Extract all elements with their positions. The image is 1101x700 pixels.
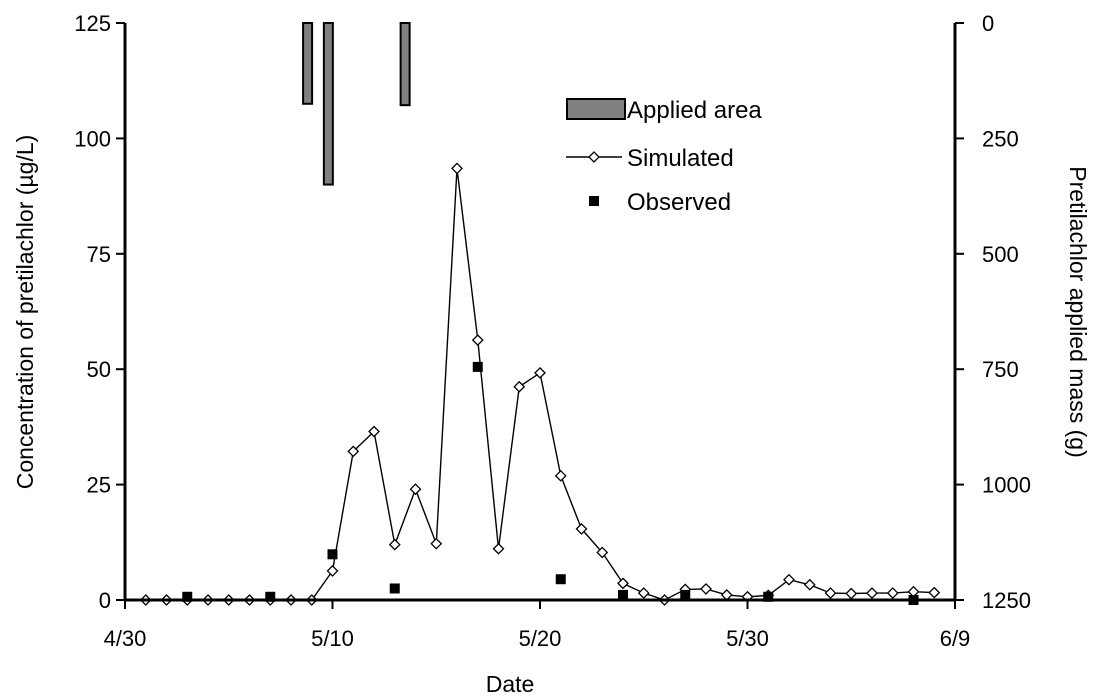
observed-series: [182, 361, 919, 605]
left-tick-label: 50: [87, 357, 111, 382]
left-axis-title: Concentration of pretilachlor (µg/L): [12, 135, 38, 490]
simulated-point: [617, 577, 629, 590]
legend-swatch-observed: [589, 196, 599, 206]
x-tick-label: 5/30: [726, 626, 769, 651]
simulated-point: [783, 573, 795, 586]
simulated-line: [145, 168, 935, 601]
observed-point: [389, 583, 400, 594]
left-tick-label: 125: [74, 11, 111, 36]
simulated-point: [430, 537, 443, 550]
x-tick-label: 5/10: [311, 626, 354, 651]
right-tick-label: 750: [982, 357, 1019, 382]
observed-point: [182, 591, 193, 602]
right-tick-label: 250: [982, 126, 1019, 151]
simulated-point: [409, 483, 422, 496]
applied-area-bar: [322, 22, 334, 186]
simulated-point: [928, 586, 941, 599]
right-axis-title: Pretilachlor applied mass (g): [1065, 166, 1091, 457]
legend-label: Simulated: [627, 145, 734, 172]
x-tick-label: 6/9: [940, 626, 971, 651]
simulated-series: [139, 162, 941, 606]
observed-point: [680, 589, 691, 600]
right-tick-label: 500: [982, 242, 1019, 267]
simulated-point: [637, 587, 650, 599]
right-tick-label: 0: [982, 11, 994, 36]
x-axis-title: Date: [486, 671, 535, 697]
simulated-point: [866, 587, 878, 599]
applied-area-bars: [302, 22, 411, 186]
simulated-point: [534, 366, 546, 379]
applied-area-bar: [302, 22, 314, 105]
simulated-point: [596, 546, 609, 559]
simulated-point: [388, 538, 401, 551]
simulated-point: [845, 587, 858, 600]
x-tick-label: 4/30: [104, 626, 147, 651]
legend: Applied area Simulated Observed: [566, 97, 762, 216]
applied-area-bar: [399, 22, 411, 107]
legend-label: Observed: [627, 189, 731, 216]
observed-point: [265, 591, 276, 602]
simulated-point: [700, 583, 712, 595]
observed-point: [555, 574, 566, 585]
legend-swatch-applied-area: [566, 98, 626, 120]
simulated-point: [824, 587, 837, 599]
axes: [123, 23, 957, 602]
observed-point: [763, 591, 774, 602]
legend-label: Applied area: [627, 97, 762, 124]
observed-point: [472, 361, 483, 372]
left-tick-label: 75: [87, 242, 111, 267]
simulated-point: [886, 587, 899, 599]
simulated-point: [451, 162, 463, 175]
simulated-point: [347, 445, 360, 458]
x-tick-label: 5/20: [519, 626, 562, 651]
simulated-point: [368, 425, 380, 438]
simulated-point: [720, 589, 733, 601]
right-tick-label: 1000: [982, 473, 1031, 498]
left-tick-label: 0: [99, 588, 111, 613]
simulated-point: [803, 578, 816, 591]
simulated-point: [575, 522, 588, 535]
observed-point: [327, 549, 338, 560]
simulated-point: [554, 469, 567, 482]
simulated-point: [326, 564, 339, 577]
simulated-point: [471, 334, 484, 347]
simulated-point: [492, 542, 505, 555]
legend-swatch-simulated-marker: [588, 151, 600, 163]
observed-point: [618, 589, 628, 600]
tick-marks: 0 25 50 75 100 125 1250 1000 750 500 250 0 4/30 5/10 5…: [74, 11, 1031, 651]
simulated-point: [513, 380, 526, 393]
left-tick-label: 100: [74, 126, 111, 151]
right-tick-label: 1250: [982, 588, 1031, 613]
left-tick-label: 25: [87, 473, 111, 498]
